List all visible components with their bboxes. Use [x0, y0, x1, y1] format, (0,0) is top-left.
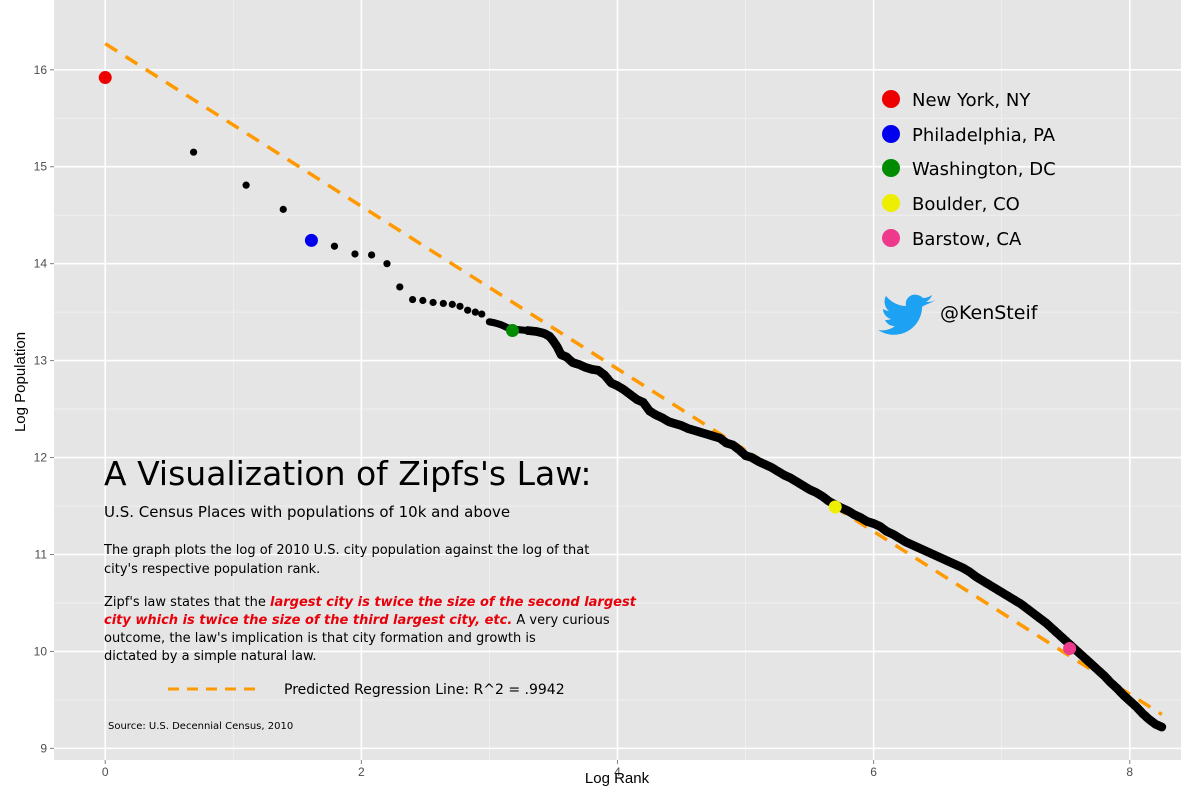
highlight-point-0 — [98, 71, 112, 85]
regression-legend-label: Predicted Regression Line: R^2 = .9942 — [284, 682, 565, 698]
highlight-point-2 — [505, 324, 519, 338]
data-point — [429, 298, 437, 307]
regression-line — [104, 42, 1163, 716]
x-tick-label: 4 — [614, 765, 621, 779]
x-tick-label: 2 — [358, 765, 365, 779]
twitter-credit: @KenSteif — [878, 294, 1039, 335]
x-tick-label: 6 — [870, 765, 877, 779]
y-tick-label: 9 — [40, 741, 47, 755]
data-point — [242, 181, 250, 189]
x-tick-label: 8 — [1126, 765, 1133, 779]
overlay-subtitle: U.S. Census Places with populations of 1… — [104, 503, 510, 521]
data-point — [330, 242, 339, 250]
data-point — [189, 148, 198, 156]
legend-marker-0 — [882, 90, 900, 108]
overlay-para2-line1-emphasis: largest city is twice the size of the se… — [270, 595, 637, 610]
data-point — [1157, 722, 1167, 732]
overlay-title: A Visualization of Zipfs's Law: — [104, 454, 592, 493]
data-point — [279, 205, 287, 213]
legend-label-2: Washington, DC — [912, 159, 1056, 180]
data-point — [448, 300, 456, 308]
overlay-para2-line2: city which is twice the size of the thir… — [104, 613, 610, 628]
data-point — [471, 308, 479, 316]
data-point — [419, 296, 427, 305]
legend-marker-3 — [882, 194, 900, 212]
highlight-point-4 — [1063, 642, 1077, 656]
data-point — [383, 260, 391, 268]
y-tick-label: 13 — [34, 354, 48, 368]
data-point — [351, 250, 359, 258]
legend-label-3: Boulder, CO — [912, 194, 1020, 215]
data-point — [408, 295, 417, 304]
data-point — [396, 283, 404, 291]
x-tick-label: 0 — [102, 765, 109, 779]
y-axis-title: Log Population — [12, 332, 29, 432]
data-point — [464, 306, 472, 314]
overlay-para2-line2-plain: A very curious — [512, 613, 610, 628]
overlay-para2-line2-emphasis: city which is twice the size of the thir… — [104, 613, 512, 628]
y-tick-label: 16 — [34, 63, 48, 77]
y-tick-label: 11 — [35, 547, 48, 561]
highlight-point-3 — [828, 500, 842, 514]
axes: 0 2 4 6 8 9 10 11 12 13 14 15 16 — [34, 63, 1134, 779]
overlay-para2-line3: outcome, the law's implication is that c… — [104, 631, 536, 646]
overlay-para2-line4: dictated by a simple natural law. — [104, 649, 317, 664]
y-tick-label: 10 — [34, 644, 48, 658]
legend-marker-4 — [882, 229, 900, 247]
data-point — [478, 310, 486, 318]
regression-line-layer — [104, 42, 1163, 716]
data-point — [439, 299, 447, 308]
legend: New York, NY Philadelphia, PA Washington… — [882, 90, 1056, 250]
legend-marker-1 — [882, 125, 900, 143]
overlay-para2-line1: Zipf's law states that the largest city … — [104, 595, 637, 610]
highlight-points — [98, 71, 1077, 656]
twitter-bird-icon — [878, 294, 935, 335]
data-point — [456, 302, 464, 310]
overlay-para1-line2: city's respective population rank. — [104, 562, 320, 577]
legend-marker-2 — [882, 159, 900, 177]
annotation-overlay: A Visualization of Zipfs's Law: U.S. Cen… — [103, 454, 637, 732]
y-tick-label: 12 — [34, 451, 48, 465]
legend-label-0: New York, NY — [912, 90, 1031, 111]
highlight-point-1 — [304, 233, 318, 247]
grid-major — [54, 0, 1181, 760]
data-point — [368, 251, 376, 259]
overlay-para1-line1: The graph plots the log of 2010 U.S. cit… — [103, 543, 589, 558]
x-axis-title: Log Rank — [585, 770, 650, 787]
twitter-handle: @KenSteif — [940, 302, 1039, 324]
y-tick-label: 14 — [34, 257, 48, 271]
legend-label-1: Philadelphia, PA — [912, 125, 1056, 146]
legend-label-4: Barstow, CA — [912, 229, 1022, 250]
overlay-para2-line1-plain: Zipf's law states that the — [104, 595, 270, 610]
y-tick-label: 15 — [34, 160, 48, 174]
data-points — [189, 148, 1167, 732]
source-note: Source: U.S. Decennial Census, 2010 — [108, 721, 293, 732]
